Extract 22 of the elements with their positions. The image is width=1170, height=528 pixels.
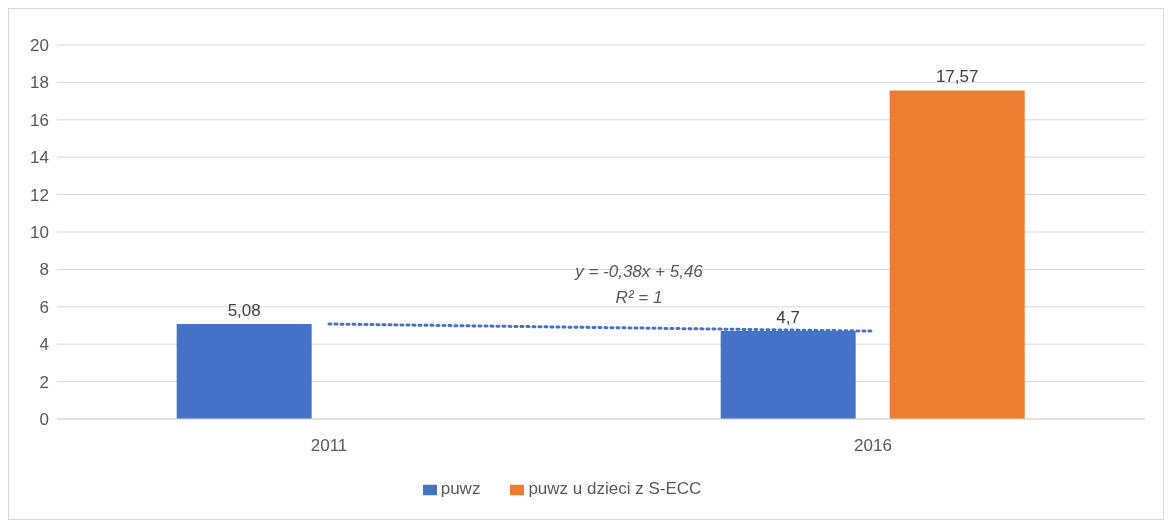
bar [176,324,312,419]
annotation: y = -0,38x + 5,46 [573,261,704,283]
y-tick-label: 0 [39,410,49,430]
x-tick-label: 2011 [310,436,348,456]
legend-label: puwz u dzieci z S-ECC [528,479,702,498]
x-tick-label: 2016 [854,436,892,456]
data-label: 5,08 [227,301,261,320]
y-tick-label: 4 [39,335,49,355]
y-tick-label: 12 [30,185,49,205]
y-tick-label: 6 [39,297,49,317]
bar [889,90,1025,419]
y-tick-label: 14 [30,148,49,168]
y-tick-label: 2 [39,372,49,392]
data-label: 4,7 [776,308,800,328]
y-tick-label: 18 [30,73,49,93]
y-tick-label: 20 [30,36,49,56]
y-tick-label: 10 [30,223,49,243]
legend-label: puwz [440,479,481,498]
data-label: 17,57 [935,67,979,87]
y-tick-label: 16 [30,110,49,130]
annotation: R² = 1 [615,288,663,307]
y-tick-label: 8 [39,260,49,280]
